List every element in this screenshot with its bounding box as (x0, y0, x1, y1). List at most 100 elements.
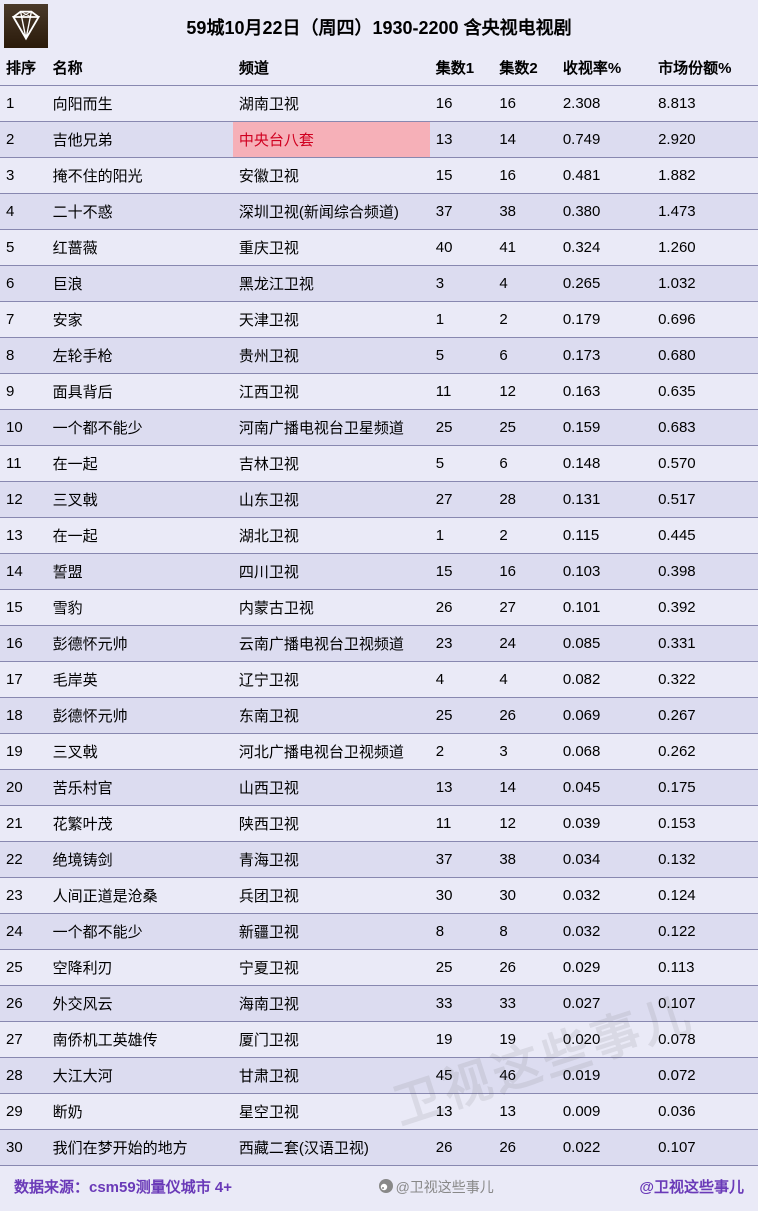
table-cell: 0.032 (557, 914, 652, 950)
table-row: 10一个都不能少河南广播电视台卫星频道25250.1590.683 (0, 410, 758, 446)
table-cell: 0.124 (652, 878, 758, 914)
table-cell: 14 (0, 554, 47, 590)
table-cell: 巨浪 (47, 266, 233, 302)
table-cell: 5 (430, 338, 494, 374)
table-row: 2吉他兄弟中央台八套13140.7492.920 (0, 122, 758, 158)
table-cell: 14 (493, 770, 557, 806)
table-cell: 27 (0, 1022, 47, 1058)
table-row: 3掩不住的阳光安徽卫视15160.4811.882 (0, 158, 758, 194)
table-cell: 0.113 (652, 950, 758, 986)
table-row: 29断奶星空卫视13130.0090.036 (0, 1094, 758, 1130)
table-cell: 0.115 (557, 518, 652, 554)
table-cell: 4 (493, 662, 557, 698)
table-cell: 15 (0, 590, 47, 626)
table-row: 24一个都不能少新疆卫视880.0320.122 (0, 914, 758, 950)
table-row: 4二十不惑深圳卫视(新闻综合频道)37380.3801.473 (0, 194, 758, 230)
table-cell: 3 (430, 266, 494, 302)
table-cell: 13 (430, 122, 494, 158)
table-cell: 三叉戟 (47, 734, 233, 770)
table-cell: 面具背后 (47, 374, 233, 410)
table-cell: 25 (493, 410, 557, 446)
table-cell: 45 (430, 1058, 494, 1094)
col-ep1: 集数1 (430, 50, 494, 86)
table-cell: 23 (430, 626, 494, 662)
table-row: 1向阳而生湖南卫视16162.3088.813 (0, 86, 758, 122)
table-cell: 一个都不能少 (47, 914, 233, 950)
table-cell: 外交风云 (47, 986, 233, 1022)
table-cell: 0.107 (652, 1130, 758, 1166)
table-cell: 0.481 (557, 158, 652, 194)
table-cell: 甘肃卫视 (233, 1058, 430, 1094)
table-cell: 19 (0, 734, 47, 770)
table-cell: 三叉戟 (47, 482, 233, 518)
table-cell: 13 (493, 1094, 557, 1130)
table-cell: 30 (0, 1130, 47, 1166)
table-row: 30我们在梦开始的地方西藏二套(汉语卫视)26260.0220.107 (0, 1130, 758, 1166)
table-cell: 38 (493, 194, 557, 230)
table-cell: 8 (493, 914, 557, 950)
table-cell: 0.445 (652, 518, 758, 554)
ratings-table: 排序 名称 频道 集数1 集数2 收视率% 市场份额% 1向阳而生湖南卫视161… (0, 50, 758, 1166)
data-source-label: 数据来源：csm59测量仪城市 4+ (14, 1176, 232, 1197)
table-cell: 0.082 (557, 662, 652, 698)
table-cell: 新疆卫视 (233, 914, 430, 950)
weibo-icon (378, 1178, 394, 1194)
table-cell: 22 (0, 842, 47, 878)
table-row: 9面具背后江西卫视11120.1630.635 (0, 374, 758, 410)
table-cell: 16 (0, 626, 47, 662)
table-row: 6巨浪黑龙江卫视340.2651.032 (0, 266, 758, 302)
table-row: 22绝境铸剑青海卫视37380.0340.132 (0, 842, 758, 878)
table-row: 23人间正道是沧桑兵团卫视30300.0320.124 (0, 878, 758, 914)
footer-handle-right: @卫视这些事儿 (639, 1176, 744, 1197)
table-cell: 山西卫视 (233, 770, 430, 806)
table-cell: 21 (0, 806, 47, 842)
table-cell: 河南广播电视台卫星频道 (233, 410, 430, 446)
table-cell: 0.029 (557, 950, 652, 986)
table-cell: 23 (0, 878, 47, 914)
table-cell: 湖南卫视 (233, 86, 430, 122)
table-cell: 16 (493, 86, 557, 122)
table-cell: 11 (430, 374, 494, 410)
table-cell: 西藏二套(汉语卫视) (233, 1130, 430, 1166)
table-cell: 湖北卫视 (233, 518, 430, 554)
table-row: 27南侨机工英雄传厦门卫视19190.0200.078 (0, 1022, 758, 1058)
table-cell: 深圳卫视(新闻综合频道) (233, 194, 430, 230)
table-cell: 0.078 (652, 1022, 758, 1058)
table-cell: 苦乐村官 (47, 770, 233, 806)
table-cell: 在一起 (47, 518, 233, 554)
table-row: 5红蔷薇重庆卫视40410.3241.260 (0, 230, 758, 266)
table-row: 11在一起吉林卫视560.1480.570 (0, 446, 758, 482)
table-cell: 兵团卫视 (233, 878, 430, 914)
table-cell: 12 (493, 806, 557, 842)
table-cell: 0.163 (557, 374, 652, 410)
table-cell: 37 (430, 194, 494, 230)
table-cell: 5 (430, 446, 494, 482)
table-cell: 0.179 (557, 302, 652, 338)
table-cell: 0.022 (557, 1130, 652, 1166)
table-cell: 彭德怀元帅 (47, 698, 233, 734)
table-cell: 30 (493, 878, 557, 914)
table-cell: 0.036 (652, 1094, 758, 1130)
table-cell: 中央台八套 (233, 122, 430, 158)
table-cell: 14 (493, 122, 557, 158)
table-cell: 19 (493, 1022, 557, 1058)
table-cell: 东南卫视 (233, 698, 430, 734)
table-cell: 掩不住的阳光 (47, 158, 233, 194)
table-cell: 0.069 (557, 698, 652, 734)
table-cell: 0.122 (652, 914, 758, 950)
table-cell: 彭德怀元帅 (47, 626, 233, 662)
table-cell: 26 (493, 950, 557, 986)
table-row: 21花繁叶茂陕西卫视11120.0390.153 (0, 806, 758, 842)
table-cell: 天津卫视 (233, 302, 430, 338)
brand-logo (4, 4, 48, 48)
table-cell: 0.032 (557, 878, 652, 914)
table-cell: 安徽卫视 (233, 158, 430, 194)
table-cell: 5 (0, 230, 47, 266)
table-cell: 0.173 (557, 338, 652, 374)
table-cell: 宁夏卫视 (233, 950, 430, 986)
table-cell: 贵州卫视 (233, 338, 430, 374)
table-cell: 8 (0, 338, 47, 374)
table-cell: 46 (493, 1058, 557, 1094)
table-cell: 13 (0, 518, 47, 554)
table-cell: 0.267 (652, 698, 758, 734)
